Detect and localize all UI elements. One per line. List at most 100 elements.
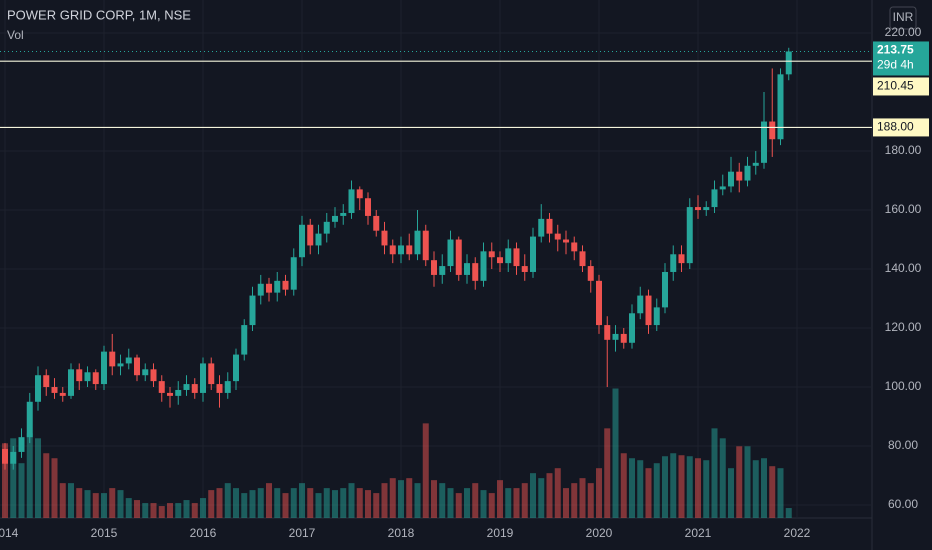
candle-body	[530, 236, 536, 272]
candle-body	[670, 254, 677, 272]
volume-bar	[736, 446, 743, 518]
volume-bar	[233, 488, 239, 518]
volume-bar	[554, 468, 561, 518]
currency-box[interactable]	[889, 6, 917, 30]
volume-bar	[200, 498, 206, 518]
candle-body	[538, 218, 545, 237]
volume-bar	[356, 488, 363, 518]
volume-bar	[719, 438, 726, 518]
volume-bar	[266, 483, 272, 518]
symbol-title: POWER GRID CORP, 1M, NSE	[7, 7, 191, 22]
volume-bar	[183, 500, 190, 518]
candle-body	[744, 165, 751, 181]
candle-body	[777, 74, 784, 140]
volume-bar	[414, 483, 421, 518]
candle-body	[769, 121, 776, 140]
volume-bar	[653, 463, 660, 518]
candle-body	[92, 372, 99, 385]
volume-bar	[241, 493, 248, 518]
volume-bar	[604, 428, 611, 518]
candle-body	[249, 295, 256, 326]
volume-bar	[439, 483, 446, 518]
x-tick-label: 2020	[586, 526, 613, 540]
volume-bar	[158, 506, 165, 518]
candle-body	[728, 171, 734, 187]
volume-bar	[2, 443, 8, 518]
volume-bar	[117, 490, 124, 518]
candle-body	[406, 245, 413, 255]
volume-bar	[695, 458, 701, 518]
candle-body	[365, 198, 371, 216]
volume-bar	[76, 488, 83, 518]
last-price-box	[873, 41, 929, 76]
candle-body	[480, 251, 487, 281]
volume-bar	[68, 483, 74, 518]
candle-body	[68, 369, 74, 396]
volume-bar	[257, 488, 264, 518]
volume-bar	[208, 490, 215, 518]
volume-bar	[282, 493, 289, 518]
x-tick-label: 2022	[784, 526, 811, 540]
candle-body	[505, 248, 512, 264]
indicator-label: Vol	[7, 28, 24, 42]
x-tick-label: 2021	[685, 526, 712, 540]
candle-body	[101, 351, 107, 385]
volume-bar	[513, 488, 520, 518]
candle-body	[695, 207, 701, 211]
volume-bar	[134, 500, 140, 518]
volume-bar	[505, 488, 512, 518]
candle-body	[183, 384, 190, 390]
y-tick-label: 100.00	[885, 379, 922, 393]
candle-body	[356, 189, 363, 199]
y-tick-label: 120.00	[885, 320, 922, 334]
candle-body	[307, 224, 314, 246]
candle-body	[200, 363, 206, 393]
volume-bar	[752, 460, 759, 518]
y-tick-label: 180.00	[885, 143, 922, 157]
volume-bar	[728, 468, 734, 518]
candle-body	[513, 248, 520, 267]
candle-body	[266, 283, 272, 293]
volume-bar	[686, 456, 693, 518]
candle-body	[167, 392, 173, 396]
candle-body	[554, 233, 561, 240]
currency-label: INR	[893, 10, 914, 24]
volume-bar	[703, 460, 710, 518]
candle-body	[84, 372, 91, 382]
x-tick-label: 2018	[388, 526, 415, 540]
candle-body	[464, 263, 470, 275]
price-line-box	[873, 118, 929, 137]
volume-bar	[744, 446, 751, 518]
volume-bar	[323, 488, 330, 518]
candle-body	[315, 233, 322, 246]
volume-bar	[191, 503, 198, 518]
candle-body	[422, 230, 429, 261]
candle-body	[563, 239, 569, 243]
volume-bar	[84, 490, 91, 518]
candle-body	[629, 313, 635, 343]
volume-bar	[101, 493, 107, 518]
candle-body	[332, 215, 338, 222]
volume-bar	[488, 493, 495, 518]
volume-bar	[18, 463, 25, 518]
candle-body	[224, 381, 231, 393]
candle-body	[488, 251, 495, 258]
candle-body	[604, 325, 611, 340]
volume-bar	[563, 488, 569, 518]
volume-bar	[389, 478, 396, 518]
candle-body	[208, 363, 215, 385]
volume-bar	[761, 458, 767, 518]
volume-bar	[464, 488, 470, 518]
x-tick-label: 2017	[289, 526, 316, 540]
candle-body	[785, 51, 792, 75]
volume-bar	[579, 478, 586, 518]
volume-bar	[571, 483, 578, 518]
volume-bar	[662, 456, 668, 518]
candle-body	[497, 257, 503, 264]
candle-body	[348, 189, 355, 213]
volume-bar	[431, 480, 437, 518]
volume-bar	[59, 483, 66, 518]
candle-body	[158, 381, 165, 393]
volume-bar	[777, 468, 784, 518]
